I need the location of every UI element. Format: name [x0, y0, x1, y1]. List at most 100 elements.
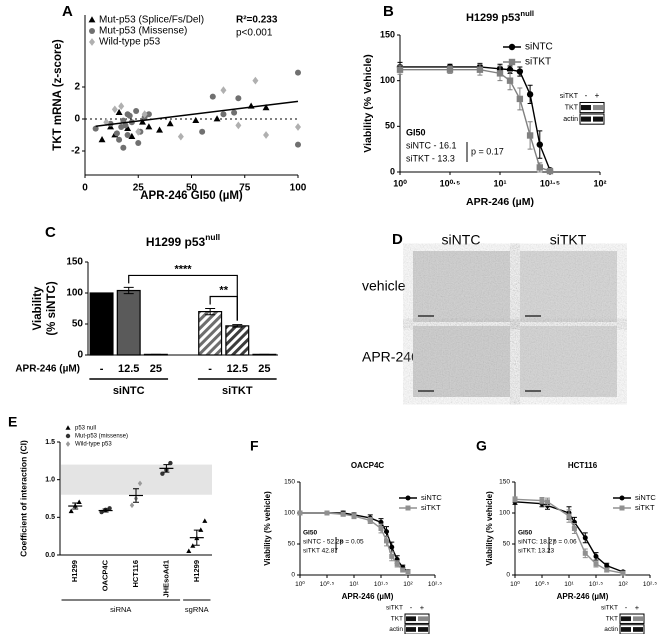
data-point [186, 548, 192, 553]
blot-band [406, 616, 416, 622]
data-point [263, 131, 270, 139]
data-point [526, 91, 534, 98]
data-point [593, 553, 599, 559]
image-panel: D siNTC siTKT vehicle APR-246 [362, 231, 617, 397]
data-point [526, 132, 534, 139]
data-point [124, 124, 132, 131]
chart-title: H1299 p53null [466, 9, 534, 24]
annotation: siNTC - 16.1 [406, 140, 457, 150]
blot-band [633, 616, 643, 622]
data-point [384, 538, 390, 544]
legend-marker [405, 495, 411, 501]
y-tick-label: 150 [284, 479, 295, 486]
panel-letter: A [62, 3, 73, 20]
y-tick-label: 0.0 [45, 552, 55, 559]
y-tick-label: 100 [380, 75, 395, 85]
row-label: vehicle [362, 278, 406, 294]
error-bar [123, 286, 134, 295]
data-point [107, 506, 112, 511]
error-bar [133, 488, 139, 503]
legend-label: siTKT [635, 503, 655, 512]
legend-label: siTKT [525, 57, 551, 68]
data-point [536, 141, 543, 148]
data-point [139, 118, 146, 125]
y-tick-label: 150 [66, 257, 83, 268]
annotation: p = 0.05 [340, 539, 364, 546]
legend-label: Mut-p53 (Splice/Fs/Del) [99, 15, 204, 26]
panel-letter: B [383, 3, 394, 20]
y-tick-label: 50 [385, 121, 395, 131]
panel-letter: D [392, 231, 403, 248]
legend-label: siNTC [525, 42, 553, 53]
inset-lane: + [595, 91, 600, 100]
legend-marker [89, 28, 95, 34]
data-point [103, 118, 110, 127]
x-tick-label: 10¹·⁵ [589, 581, 604, 588]
y-tick-label: 0 [390, 166, 395, 176]
bar [225, 325, 250, 356]
blot [579, 113, 605, 125]
title-superscript: null [520, 9, 534, 18]
title-superscript: null [205, 232, 220, 242]
x-tick-label: 10¹·⁵ [374, 581, 389, 588]
x-tick-label: 10¹·⁵ [540, 178, 560, 188]
data-point [516, 95, 524, 103]
data-point [198, 527, 204, 532]
legend-marker [65, 433, 71, 439]
blot-band [621, 616, 631, 622]
data-point [128, 132, 136, 139]
title-text: OACP4C [351, 461, 385, 470]
annotation: p = 0.17 [471, 146, 504, 156]
micrograph-texture [520, 326, 617, 397]
x-tick-label: 25 [133, 183, 145, 194]
x-tick-label: 10²·⁵ [428, 581, 443, 588]
data-point [396, 66, 404, 73]
x-tick-label: 10² [618, 581, 628, 588]
data-point [378, 526, 384, 531]
error-bar [72, 502, 79, 510]
x-tick-label: 10¹ [493, 178, 506, 188]
data-point [137, 480, 143, 487]
blot [404, 613, 430, 624]
legend-marker [619, 495, 625, 501]
blot [404, 624, 430, 634]
inset-header: siTKT [601, 605, 618, 612]
panel-letter: C [45, 224, 56, 241]
blot-band [581, 105, 591, 111]
data-point [166, 120, 174, 127]
data-point [122, 122, 129, 129]
y-axis-label: Viability (% Vehicle) [362, 54, 374, 152]
x-tick-label: 12.5 [118, 363, 139, 375]
x-tick-label: H1299 [192, 560, 201, 582]
data-point [512, 496, 518, 502]
y-tick-label: 100 [284, 510, 295, 517]
legend-label: siNTC [421, 493, 442, 502]
x-tick-label: 10⁰ [393, 178, 407, 188]
column-label: siNTC [442, 232, 481, 248]
legend-marker [405, 505, 411, 511]
data-point [220, 86, 227, 95]
x-tick-label: OACP4C [101, 559, 110, 591]
data-point [156, 126, 163, 133]
legend-marker [89, 38, 95, 46]
inset-lane: - [625, 603, 628, 612]
data-point [536, 164, 543, 171]
data-point [133, 108, 140, 114]
legend-marker [508, 58, 516, 66]
blot-band [406, 627, 416, 632]
data-point [116, 136, 123, 143]
legend-label: siNTC [635, 493, 656, 502]
data-point [220, 111, 227, 118]
data-point [190, 543, 196, 548]
annotation: siTKT 42.87 [303, 548, 338, 555]
data-point [405, 570, 411, 576]
x-tick-label: JHEsoAd1 [161, 560, 170, 598]
significance-label: **** [174, 263, 192, 275]
data-point [295, 69, 301, 76]
data-point [120, 144, 127, 151]
annotation: siNTC: 18.27 [518, 539, 556, 546]
inset-lane: - [585, 91, 588, 100]
y-tick-label: 0 [291, 572, 295, 579]
x-axis-label: APR-246 (µM) [15, 364, 80, 375]
blot-band [593, 116, 603, 122]
